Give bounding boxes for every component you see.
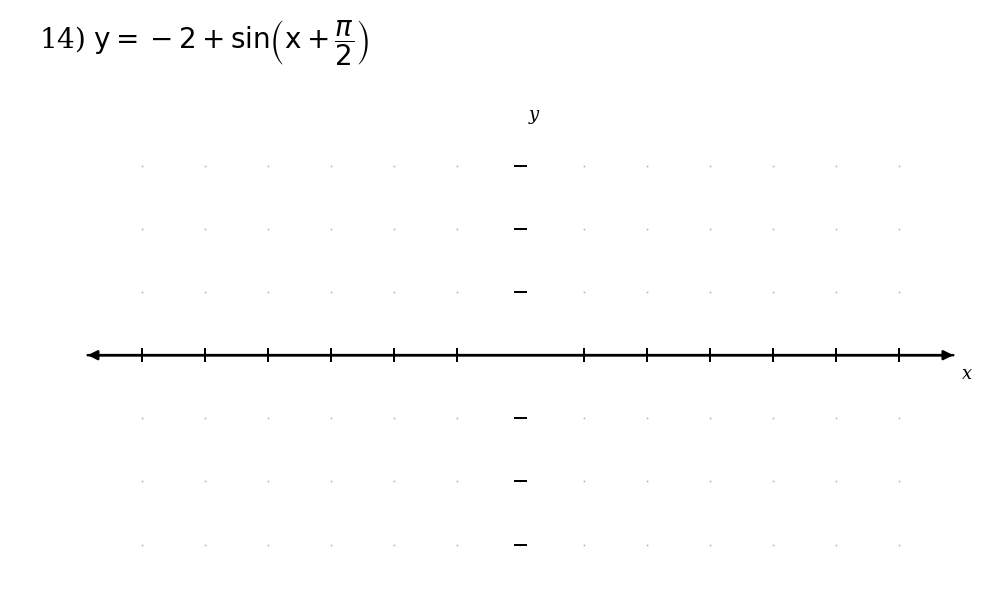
Text: x: x [962,365,972,383]
Text: y: y [528,106,539,124]
Text: 14) $\mathrm{y = -2 + sin}\left(\mathrm{x} + \dfrac{\pi}{2}\right)$: 14) $\mathrm{y = -2 + sin}\left(\mathrm{… [39,18,370,68]
